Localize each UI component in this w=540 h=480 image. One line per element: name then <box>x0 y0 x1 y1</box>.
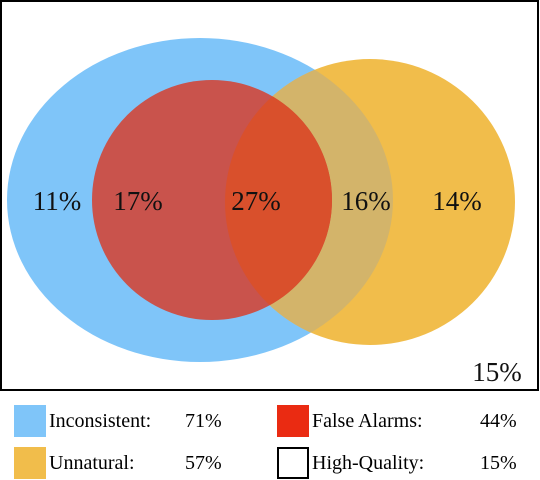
legend-item-false-alarms: False Alarms: 44% <box>277 404 517 438</box>
swatch-high-quality <box>277 447 309 479</box>
swatch-inconsistent <box>14 405 46 437</box>
legend-value-high-quality: 15% <box>480 451 517 474</box>
all-three-overlap <box>225 80 332 320</box>
label-inconsistent-only: 11% <box>33 186 82 216</box>
legend-item-inconsistent: Inconsistent: 71% <box>14 404 222 438</box>
legend-label-unnatural: Unnatural: <box>49 451 135 474</box>
legend-label-false-alarms: False Alarms: <box>312 409 423 432</box>
legend-value-false-alarms: 44% <box>480 409 517 432</box>
legend-label-inconsistent: Inconsistent: <box>49 409 152 432</box>
legend-item-high-quality: High-Quality: 15% <box>277 446 517 480</box>
diagram-frame <box>0 0 539 391</box>
legend-label-high-quality: High-Quality: <box>312 451 425 474</box>
venn-diagram: 11% 17% 27% 16% 14% 15% <box>0 0 539 391</box>
label-inconsistent-false-alarms: 17% <box>113 186 163 216</box>
label-inconsistent-unnatural: 16% <box>341 186 391 216</box>
swatch-false-alarms <box>277 405 309 437</box>
label-unnatural-only: 14% <box>432 186 482 216</box>
label-all-three: 27% <box>231 186 281 216</box>
legend-value-inconsistent: 71% <box>185 409 222 432</box>
label-outside: 15% <box>472 357 522 387</box>
swatch-unnatural <box>14 447 46 479</box>
legend: Inconsistent: 71% False Alarms: 44% Unna… <box>0 400 540 480</box>
legend-value-unnatural: 57% <box>185 451 222 474</box>
legend-item-unnatural: Unnatural: 57% <box>14 446 222 480</box>
